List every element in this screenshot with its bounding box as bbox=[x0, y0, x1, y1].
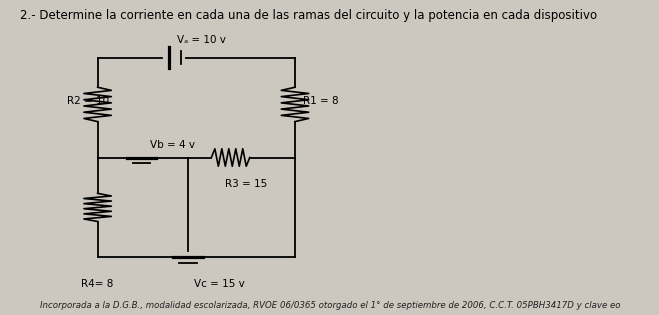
Text: Vc = 15 v: Vc = 15 v bbox=[194, 279, 244, 289]
Text: Vₐ = 10 v: Vₐ = 10 v bbox=[177, 35, 226, 45]
Text: Vb = 4 v: Vb = 4 v bbox=[150, 140, 194, 150]
Text: R3 = 15: R3 = 15 bbox=[225, 179, 268, 189]
Text: R4= 8: R4= 8 bbox=[81, 279, 113, 289]
Text: R1 = 8: R1 = 8 bbox=[303, 96, 339, 106]
Text: 2.- Determine la corriente en cada una de las ramas del circuito y la potencia e: 2.- Determine la corriente en cada una d… bbox=[20, 9, 597, 22]
Text: R2 = 10: R2 = 10 bbox=[67, 96, 109, 106]
Text: Incorporada a la D.G.B., modalidad escolarizada, RVOE 06/0365 otorgado el 1° de : Incorporada a la D.G.B., modalidad escol… bbox=[40, 301, 621, 311]
